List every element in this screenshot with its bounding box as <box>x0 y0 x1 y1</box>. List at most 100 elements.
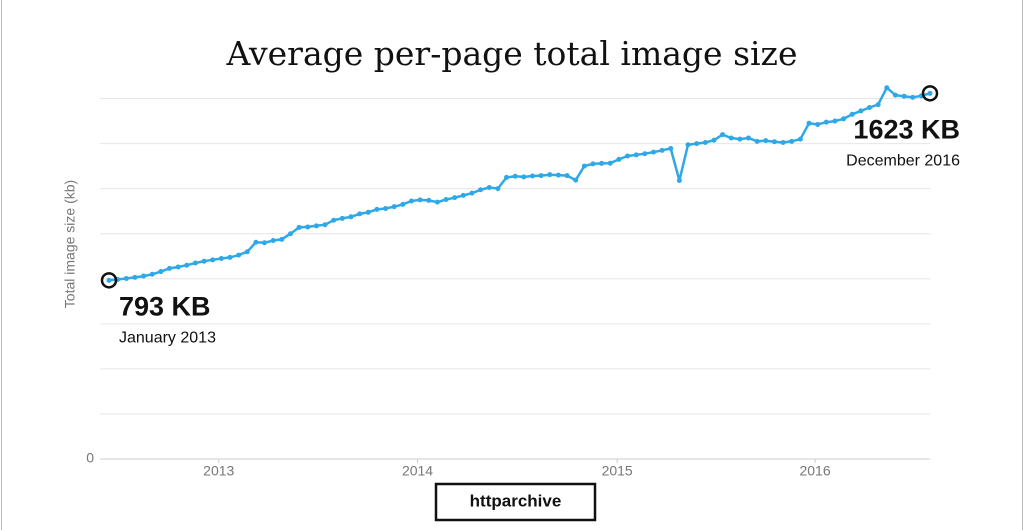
data-point <box>357 211 363 217</box>
data-point <box>132 274 138 280</box>
data-point <box>642 151 648 157</box>
x-tick-label: 2015 <box>602 463 633 479</box>
data-point <box>123 276 129 282</box>
data-point <box>434 199 440 205</box>
data-point <box>391 204 397 210</box>
data-point <box>244 249 250 255</box>
data-point <box>322 222 328 228</box>
data-point <box>374 206 380 212</box>
data-point <box>901 93 907 99</box>
data-point <box>927 90 933 96</box>
data-point <box>720 132 726 138</box>
data-point <box>599 160 605 166</box>
data-point <box>426 197 432 203</box>
data-point <box>106 277 112 283</box>
data-point <box>417 197 423 203</box>
source-button[interactable] <box>434 482 597 522</box>
data-point <box>564 173 570 179</box>
annotation-value: 793 KB <box>119 291 211 321</box>
data-point <box>270 237 276 243</box>
data-point <box>408 198 414 204</box>
data-point <box>789 138 795 144</box>
data-point <box>797 136 803 142</box>
data-point <box>227 254 233 260</box>
data-point <box>452 195 458 201</box>
data-point <box>590 161 596 167</box>
annotation-date: December 2016 <box>846 153 960 170</box>
data-point <box>365 209 371 215</box>
data-point <box>141 273 147 279</box>
data-point <box>305 224 311 230</box>
data-point <box>668 146 674 152</box>
annotation-date: January 2013 <box>119 330 216 347</box>
data-point <box>521 174 527 180</box>
data-point <box>616 156 622 162</box>
data-point <box>348 214 354 220</box>
data-point <box>849 111 855 117</box>
data-point <box>538 173 544 179</box>
data-point <box>910 94 916 100</box>
data-point <box>210 257 216 263</box>
data-point <box>218 255 224 261</box>
data-point <box>313 223 319 229</box>
data-point <box>529 173 535 179</box>
data-point <box>892 92 898 98</box>
data-point <box>192 260 198 266</box>
data-point <box>478 187 484 193</box>
y-axis-label: Total image size (kb) <box>62 180 78 308</box>
endpoint-marker <box>100 272 118 289</box>
data-point <box>875 102 881 108</box>
data-point <box>495 186 501 192</box>
data-point <box>158 269 164 275</box>
data-point <box>625 153 631 159</box>
data-point <box>460 192 466 198</box>
data-point <box>884 85 890 91</box>
data-point <box>780 139 786 145</box>
data-point <box>184 262 190 268</box>
data-point <box>823 119 829 125</box>
data-point <box>287 231 293 237</box>
data-point <box>486 185 492 191</box>
data-point <box>737 136 743 142</box>
data-point <box>581 163 587 169</box>
data-point <box>754 138 760 144</box>
data-line <box>108 85 931 282</box>
data-point <box>236 252 242 258</box>
data-point <box>175 264 181 270</box>
data-point <box>383 205 389 211</box>
data-point <box>149 271 155 277</box>
y-tick-label: 0 <box>86 450 94 466</box>
x-tick-label: 2013 <box>203 463 234 479</box>
data-point <box>685 142 691 148</box>
data-point <box>867 105 873 111</box>
data-point <box>253 239 259 245</box>
data-point <box>806 120 812 126</box>
data-point <box>676 178 682 184</box>
data-point <box>296 224 302 230</box>
data-point <box>166 265 172 271</box>
data-point <box>555 172 561 178</box>
data-point <box>633 152 639 158</box>
endpoint-marker <box>921 85 939 102</box>
data-point <box>711 137 717 143</box>
data-point <box>650 149 656 155</box>
data-point <box>512 173 518 179</box>
data-point <box>858 108 864 114</box>
data-point <box>469 190 475 196</box>
source-button-label[interactable]: httparchive <box>470 491 562 510</box>
data-point <box>607 160 613 166</box>
x-tick-label: 2014 <box>402 463 433 479</box>
data-point <box>339 215 345 221</box>
data-point <box>201 258 207 264</box>
annotation-value: 1623 KB <box>853 114 960 144</box>
data-point <box>400 201 406 207</box>
data-point <box>771 139 777 145</box>
data-point <box>832 118 838 124</box>
data-point <box>815 121 821 127</box>
chart-title: Average per-page total image size <box>226 34 798 73</box>
data-point <box>262 240 268 246</box>
data-point <box>702 139 708 145</box>
data-point <box>746 135 752 141</box>
data-point <box>573 177 579 183</box>
data-point <box>841 116 847 122</box>
